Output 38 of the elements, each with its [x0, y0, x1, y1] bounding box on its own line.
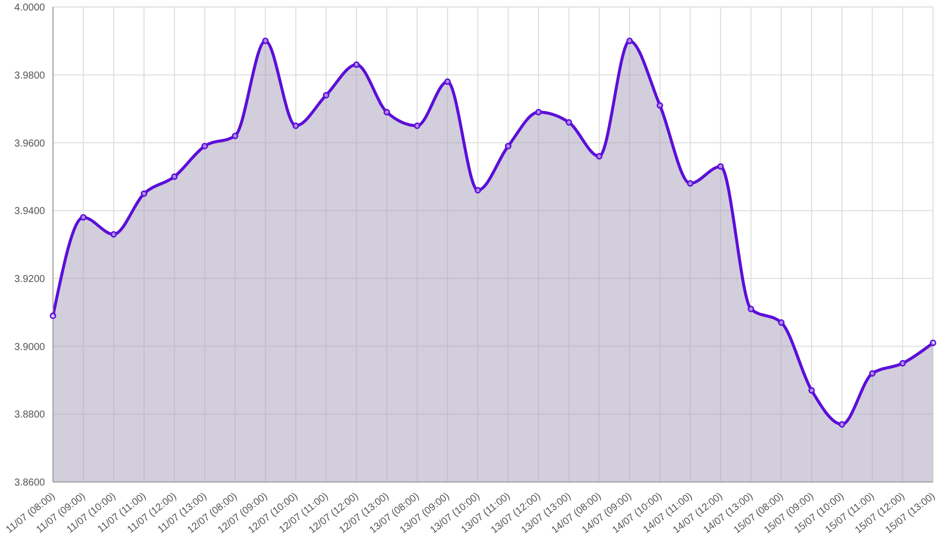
y-tick-label: 4.0000: [14, 2, 46, 14]
point: [384, 108, 390, 116]
point: [444, 78, 451, 85]
point: [748, 306, 754, 312]
y-tick-label: 3.9400: [14, 206, 46, 218]
point: [353, 61, 360, 68]
point: [930, 340, 936, 346]
point: [50, 312, 56, 319]
point: [808, 387, 815, 394]
point: [899, 360, 906, 366]
point: [110, 231, 117, 238]
point: [626, 38, 633, 44]
point: [322, 92, 330, 98]
point: [80, 214, 87, 221]
point: [232, 132, 238, 140]
point: [414, 122, 420, 129]
point: [686, 180, 694, 187]
point: [262, 38, 269, 44]
point: [869, 370, 876, 377]
point: [596, 153, 602, 160]
y-tick-label: 3.9200: [14, 274, 46, 285]
point: [140, 190, 148, 197]
point: [838, 421, 846, 428]
y-tick-label: 3.8800: [14, 410, 46, 421]
point: [566, 119, 572, 126]
y-tick-label: 3.9600: [14, 138, 46, 150]
point: [292, 122, 300, 129]
point: [201, 142, 208, 150]
y-tick-label: 3.9000: [14, 342, 46, 353]
y-tick-label: 3.8600: [14, 478, 46, 489]
point: [717, 163, 724, 170]
point: [778, 319, 785, 326]
point: [656, 102, 664, 109]
point: [535, 108, 542, 116]
point: [504, 142, 512, 150]
point: [171, 173, 178, 180]
y-tick-label: 3.9800: [14, 70, 46, 82]
point: [474, 186, 482, 194]
